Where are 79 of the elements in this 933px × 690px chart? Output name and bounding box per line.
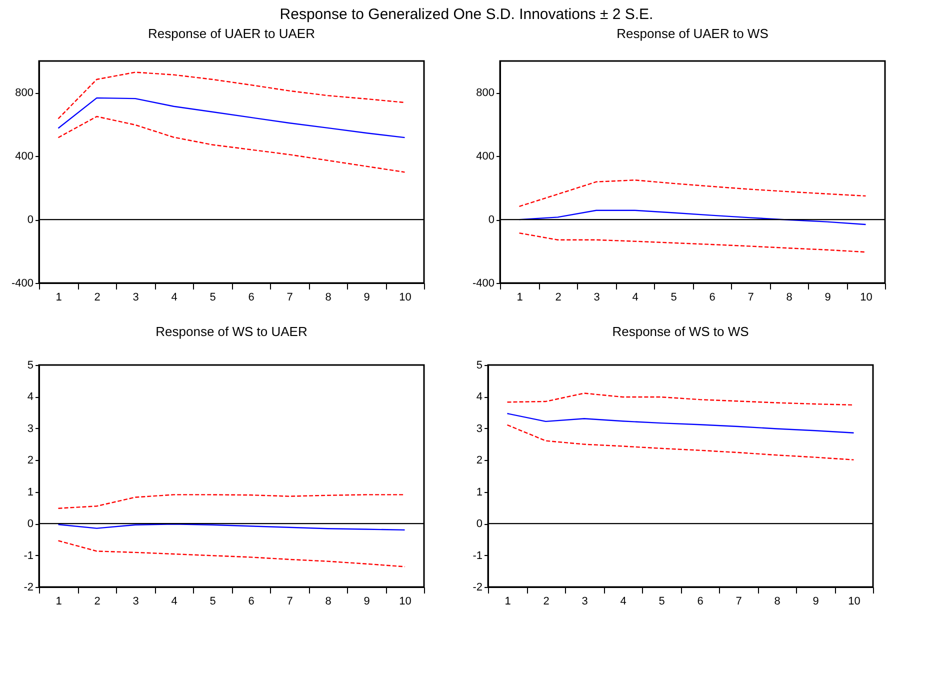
x-tick-label: 1 [504,596,511,608]
x-tick-label: 5 [210,596,216,608]
chart-title: Response of WS to UAER [156,324,308,339]
line-series [506,412,854,434]
x-tick-label: 9 [824,292,831,304]
x-tick-label: 8 [325,292,332,304]
x-tick-label: 9 [364,596,370,608]
x-tick-label: 4 [620,596,626,608]
y-tick-label: 4 [476,391,482,404]
y-tick-label: -400 [472,278,494,290]
text: Response to Generalized One S.D. Innovations ± 2 S.E. [278,5,654,23]
y-tick-label: 400 [476,150,494,163]
x-tick-label: 6 [709,292,716,304]
x-tick-label: 2 [543,596,550,608]
x-tick-label: 4 [632,292,638,304]
y-tick-label: 0 [27,214,34,226]
chart-title: Response of WS to WS [612,324,750,339]
y-tick-label: 800 [476,87,494,100]
x-tick-label: 8 [325,596,332,608]
y-tick-label: -1 [24,550,34,562]
y-tick-label: 800 [15,87,34,100]
y-tick-label: -2 [472,582,482,594]
line-series [58,72,406,120]
x-tick-label: 8 [774,596,780,608]
x-tick-label: 9 [812,596,819,608]
line-series [58,494,406,509]
x-tick-label: 6 [248,596,254,608]
x-tick-label: 1 [516,292,523,304]
x-tick-label: 3 [594,292,600,304]
x-tick-label: 10 [860,292,872,304]
y-tick-label: 0 [27,518,34,530]
x-tick-label: 7 [748,292,754,304]
chart-title: Response of UAER to WS [616,26,769,41]
x-tick-label: 6 [697,596,704,608]
x-tick-label: 5 [210,292,216,304]
x-tick-label: 6 [248,292,254,304]
y-tick-label: 0 [476,518,482,530]
y-tick-label: -2 [24,582,34,594]
y-tick-label: 2 [27,454,34,467]
y-tick-label: -400 [11,278,34,290]
x-tick-label: 2 [94,596,100,608]
x-tick-label: 7 [286,292,293,304]
x-tick-label: 5 [670,292,677,304]
x-tick-label: 2 [555,292,562,304]
x-tick-label: 2 [94,292,100,304]
x-tick-label: 10 [399,596,412,608]
y-tick-label: 400 [15,150,34,163]
y-tick-label: 2 [476,454,482,467]
y-tick-label: 3 [27,422,34,435]
x-tick-label: 4 [171,596,178,608]
line-series [506,424,854,460]
x-tick-label: 7 [286,596,293,608]
y-tick-label: 1 [27,486,34,498]
x-tick-label: 1 [56,292,62,304]
x-tick-label: 3 [582,596,588,608]
line-series [58,97,406,138]
x-tick-label: 3 [132,292,139,304]
x-tick-label: 7 [736,596,742,608]
y-tick-label: 5 [476,360,482,372]
x-tick-label: 3 [132,596,139,608]
x-tick-label: 10 [399,292,412,304]
x-tick-label: 5 [658,596,665,608]
x-tick-label: 10 [848,596,860,608]
y-tick-label: 5 [27,360,34,372]
line-series [58,540,406,568]
line-series [518,232,866,253]
x-tick-label: 9 [364,292,370,304]
y-tick-label: -1 [472,550,482,562]
x-tick-label: 8 [786,292,792,304]
line-series [58,116,406,173]
x-tick-label: 1 [56,596,62,608]
y-tick-label: 3 [476,422,482,435]
line-series [506,392,854,406]
chart-title: Response of UAER to UAER [148,26,315,41]
y-tick-label: 1 [476,486,482,498]
y-tick-label: 0 [488,214,494,226]
y-tick-label: 4 [27,391,34,404]
line-series [518,179,866,208]
x-tick-label: 4 [171,292,178,304]
